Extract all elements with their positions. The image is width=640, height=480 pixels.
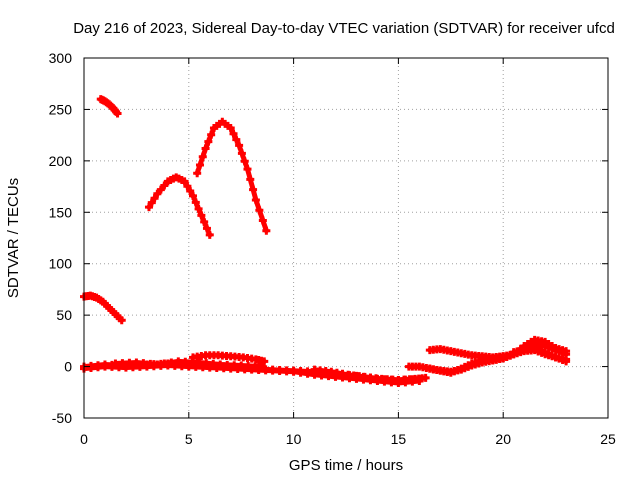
data-point [240, 157, 249, 166]
data-point [167, 358, 176, 367]
x-tick-label: 10 [286, 431, 302, 447]
y-tick-label: 100 [49, 256, 73, 272]
data-point [195, 358, 204, 367]
y-tick-label: 50 [56, 307, 72, 323]
data-point [226, 123, 235, 132]
series-low-3 [111, 357, 267, 371]
data-point [144, 203, 153, 212]
data-point [244, 361, 253, 370]
data-points [80, 95, 571, 388]
data-point [132, 358, 141, 367]
data-point [246, 175, 255, 184]
data-point [186, 187, 195, 196]
data-point [249, 185, 258, 194]
data-point [258, 216, 267, 225]
data-point [296, 368, 305, 377]
y-tick-label: 0 [64, 359, 72, 375]
series-low-5 [310, 365, 430, 384]
data-point [191, 198, 200, 207]
x-tick-label: 20 [495, 431, 511, 447]
data-point [118, 359, 127, 368]
data-point [146, 359, 155, 368]
data-point [235, 141, 244, 150]
data-point [183, 182, 192, 191]
data-point [174, 357, 183, 366]
data-point [223, 360, 232, 369]
data-point [86, 363, 95, 372]
data-point [275, 367, 284, 376]
series-low-4 [188, 351, 269, 366]
chart-title: Day 216 of 2023, Sidereal Day-to-day VTE… [73, 20, 615, 37]
data-point [251, 362, 260, 371]
y-axis-label: SDTVAR / TECUs [5, 178, 22, 298]
data-point [117, 316, 126, 325]
data-point [180, 177, 189, 186]
x-tick-label: 25 [600, 431, 616, 447]
y-tick-label: 250 [49, 101, 73, 117]
x-tick-label: 0 [80, 431, 88, 447]
data-point [562, 357, 571, 366]
data-point [237, 361, 246, 370]
x-tick-label: 15 [391, 431, 407, 447]
y-tick-label: 150 [49, 204, 73, 220]
data-point [205, 230, 214, 239]
data-point [201, 144, 210, 153]
data-point [188, 191, 197, 200]
x-axis-label: GPS time / hours [289, 457, 403, 474]
data-point [198, 152, 207, 161]
data-point [160, 359, 169, 368]
data-point [229, 129, 238, 138]
data-point [153, 360, 162, 369]
y-tick-label: 200 [49, 153, 73, 169]
data-point [243, 165, 252, 174]
data-point [139, 359, 148, 368]
data-point [207, 130, 216, 139]
data-point [282, 367, 291, 376]
grid [84, 58, 608, 418]
data-point [209, 359, 218, 368]
series-low-10 [509, 344, 571, 366]
data-point [268, 366, 277, 375]
data-point [303, 369, 312, 378]
data-point [289, 367, 298, 376]
data-point [93, 363, 102, 372]
data-point [197, 211, 206, 220]
series-arc-c [144, 173, 214, 239]
data-point [237, 149, 246, 158]
plot-frame [83, 57, 609, 419]
y-tick-label: -50 [52, 410, 72, 426]
data-point [230, 361, 239, 370]
data-point [193, 169, 202, 178]
data-point [194, 204, 203, 213]
data-point [255, 206, 264, 215]
data-point [181, 357, 190, 366]
data-point [260, 357, 269, 366]
data-point [200, 217, 209, 226]
series-arc-b [80, 291, 126, 325]
data-point [111, 359, 120, 368]
series-arc-d [193, 117, 271, 235]
x-tick-label: 5 [185, 431, 193, 447]
series-arc-a [96, 95, 122, 118]
data-point [204, 137, 213, 146]
data-point [421, 373, 430, 382]
data-point [232, 135, 241, 144]
data-point [202, 224, 211, 233]
data-point [150, 194, 159, 203]
data-point [251, 195, 260, 204]
data-point [100, 362, 109, 371]
axis-ticks: 0 5 10 15 20 25 -50 0 50 100 150 200 250 300 [49, 50, 616, 447]
data-point [216, 360, 225, 369]
data-point [202, 359, 211, 368]
data-point [147, 198, 156, 207]
y-tick-label: 300 [49, 50, 73, 66]
series-line [146, 174, 213, 238]
data-point [562, 347, 571, 356]
data-point [262, 226, 271, 235]
data-point [113, 109, 122, 118]
data-point [195, 160, 204, 169]
data-point [125, 358, 134, 367]
